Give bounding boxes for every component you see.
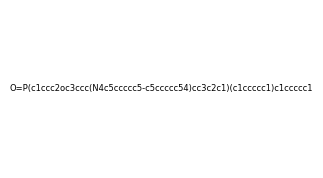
Text: O=P(c1ccc2oc3ccc(N4c5ccccc5-c5ccccc54)cc3c2c1)(c1ccccc1)c1ccccc1: O=P(c1ccc2oc3ccc(N4c5ccccc5-c5ccccc54)cc… [10, 85, 313, 93]
